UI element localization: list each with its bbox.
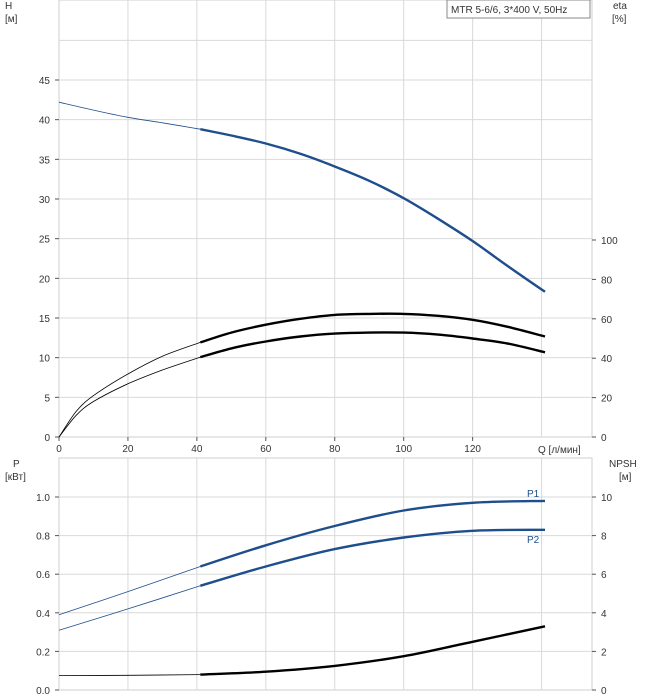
q-axis-label: Q [л/мин] (538, 445, 581, 456)
p1-series-label: P1 (527, 489, 540, 500)
npsh-tick-label: 0 (601, 686, 607, 697)
efficiency-curve-upper-extrapolated-line (58, 342, 201, 438)
efficiency-curve-lower-extrapolated-line (58, 356, 201, 438)
pump-title: MTR 5-6/6, 3*400 V, 50Hz (451, 5, 567, 16)
h-tick-label: 45 (39, 76, 51, 87)
h-tick-label: 25 (39, 235, 51, 246)
h-tick-label: 30 (39, 195, 51, 206)
efficiency-curve-lower-line (199, 331, 546, 359)
efficiency-curve-upper-line (199, 312, 546, 344)
q-tick-label: 20 (122, 444, 134, 455)
h-tick-label: 5 (44, 393, 50, 404)
h-tick-label: 35 (39, 155, 51, 166)
p2-power-extrapolated-line (58, 585, 201, 631)
q-tick-label: 80 (329, 444, 341, 455)
npsh-tick-label: 4 (601, 609, 607, 620)
p-tick-label: 0.6 (36, 570, 50, 581)
q-tick-label: 100 (395, 444, 412, 455)
npsh-line (200, 625, 546, 676)
upper-grid (59, 0, 592, 437)
eta-axis-label: eta (613, 1, 627, 12)
eta-tick-label: 60 (601, 315, 613, 326)
npsh-tick-label: 2 (601, 647, 607, 658)
p1-power-line (199, 499, 546, 568)
h-axis-unit: [м] (5, 14, 18, 25)
head-curve-extrapolated-line (58, 101, 201, 130)
p-tick-label: 0.0 (36, 686, 50, 697)
npsh-axis-unit: [м] (619, 472, 632, 483)
h-tick-label: 40 (39, 116, 51, 127)
head-curve-line (200, 128, 546, 293)
upper-series (58, 101, 546, 438)
p1-power-extrapolated-line (58, 566, 201, 616)
npsh-tick-label: 8 (601, 532, 607, 543)
q-tick-label: 0 (56, 444, 62, 455)
npsh-tick-label: 10 (601, 493, 613, 504)
eta-tick-label: 40 (601, 354, 613, 365)
h-tick-label: 10 (39, 354, 51, 365)
p-axis-unit: [кВт] (5, 472, 26, 483)
h-axis-label: H (5, 1, 12, 12)
eta-tick-label: 0 (601, 433, 607, 444)
h-tick-label: 15 (39, 314, 51, 325)
eta-tick-label: 80 (601, 275, 613, 286)
upper-plot-frame (58, 0, 593, 438)
upper-axes: 0 5 10 15 20 25 30 35 40 45 0 20 40 60 80 100 0 20 40 60 80 1… (39, 76, 618, 455)
p-axis-label: P (13, 459, 20, 470)
p-tick-label: 0.8 (36, 532, 50, 543)
eta-tick-label: 100 (601, 236, 618, 247)
lower-grid (59, 458, 592, 690)
lower-series (58, 499, 546, 676)
p-tick-label: 0.2 (36, 647, 50, 658)
p2-series-label: P2 (527, 535, 540, 546)
npsh-extrapolated-line (58, 674, 201, 676)
q-tick-label: 40 (191, 444, 203, 455)
p-tick-label: 0.4 (36, 609, 50, 620)
q-tick-label: 120 (464, 444, 481, 455)
p2-power-line (199, 528, 546, 587)
pump-title-box (446, 0, 591, 19)
h-tick-label: 20 (39, 274, 51, 285)
npsh-tick-label: 6 (601, 570, 607, 581)
p-tick-label: 1.0 (36, 493, 50, 504)
eta-axis-unit: [%] (612, 14, 627, 25)
q-tick-label: 60 (260, 444, 272, 455)
h-tick-label: 0 (44, 433, 50, 444)
eta-tick-label: 20 (601, 394, 613, 405)
npsh-axis-label: NPSH (609, 459, 637, 470)
lower-axes: 0.0 0.2 0.4 0.6 0.8 1.0 0 2 4 6 8 10 (36, 493, 612, 697)
